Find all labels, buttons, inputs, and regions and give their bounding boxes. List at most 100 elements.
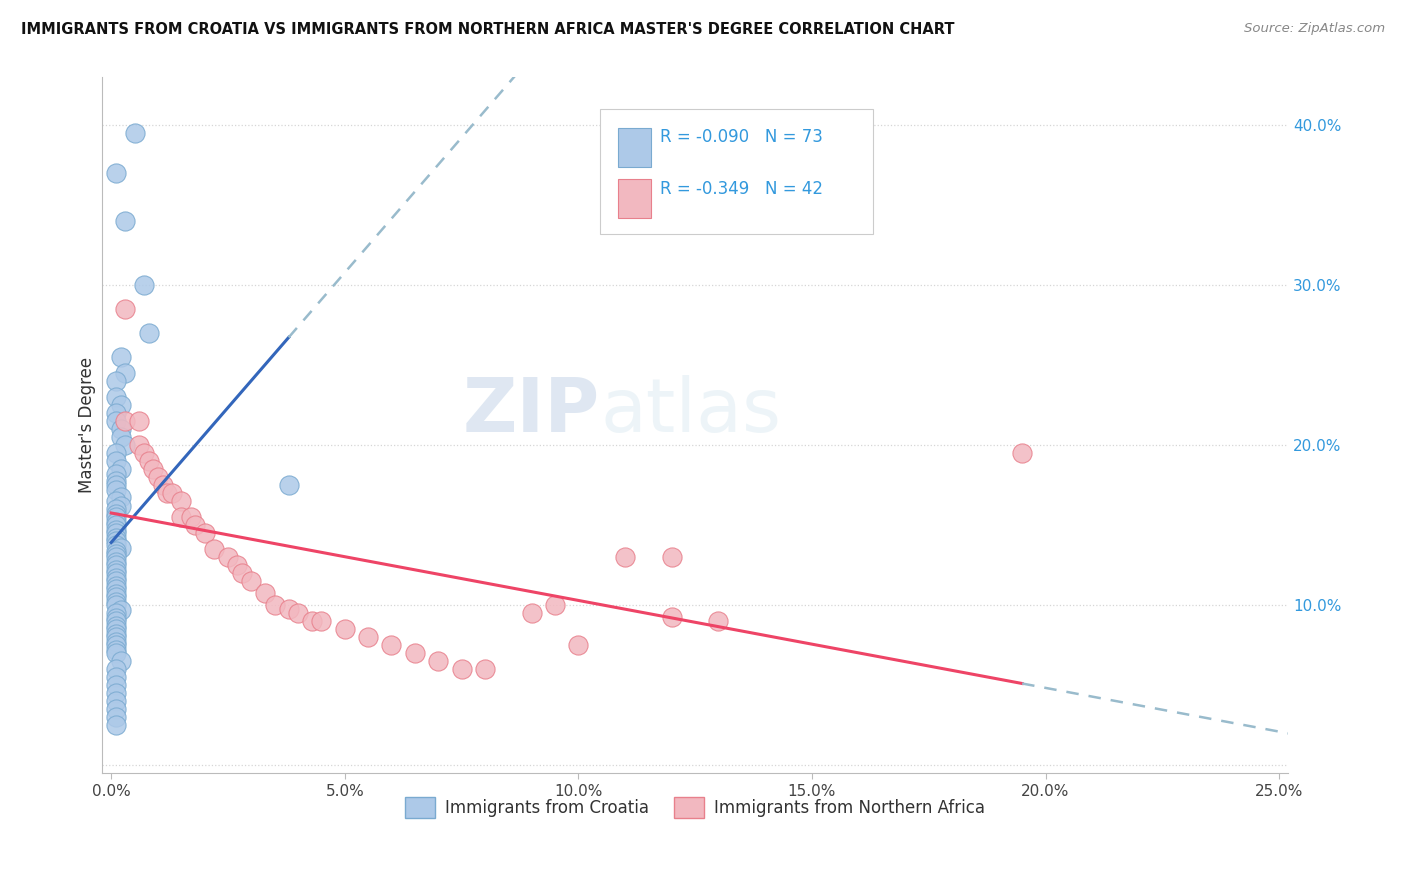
Point: [104, 467, 127, 482]
Point: [114, 367, 136, 381]
Point: [194, 526, 217, 541]
Point: [110, 351, 132, 365]
Point: [104, 563, 127, 577]
Point: [138, 326, 160, 341]
Point: [104, 518, 127, 533]
FancyBboxPatch shape: [619, 179, 651, 218]
Point: [263, 599, 285, 613]
Point: [142, 462, 165, 476]
Point: [180, 510, 202, 524]
Point: [114, 414, 136, 428]
Point: [707, 615, 730, 629]
Point: [132, 278, 155, 293]
Point: [661, 609, 683, 624]
Point: [110, 603, 132, 617]
Point: [226, 558, 249, 573]
Point: [380, 639, 402, 653]
Point: [128, 438, 150, 452]
Point: [104, 643, 127, 657]
Point: [114, 438, 136, 452]
Point: [104, 631, 127, 645]
Text: ZIP: ZIP: [463, 375, 600, 448]
Point: [614, 550, 637, 565]
Point: [427, 655, 450, 669]
Point: [277, 601, 299, 615]
Point: [104, 414, 127, 428]
Point: [254, 585, 277, 599]
Point: [104, 678, 127, 692]
Point: [104, 710, 127, 724]
Point: [104, 702, 127, 716]
Point: [110, 430, 132, 444]
Point: [104, 686, 127, 700]
Point: [104, 375, 127, 389]
Point: [104, 166, 127, 180]
Point: [474, 662, 496, 676]
Point: [124, 127, 146, 141]
Point: [104, 639, 127, 653]
Text: R = -0.090   N = 73: R = -0.090 N = 73: [659, 128, 823, 145]
Point: [357, 631, 380, 645]
Text: R = -0.349   N = 42: R = -0.349 N = 42: [659, 180, 823, 198]
Point: [104, 454, 127, 468]
Point: [277, 478, 299, 492]
Legend: Immigrants from Croatia, Immigrants from Northern Africa: Immigrants from Croatia, Immigrants from…: [398, 790, 991, 824]
Point: [104, 582, 127, 597]
Point: [110, 655, 132, 669]
Point: [231, 566, 253, 581]
Point: [104, 615, 127, 629]
Point: [520, 607, 543, 621]
Text: atlas: atlas: [600, 375, 782, 448]
Point: [104, 571, 127, 585]
Point: [661, 550, 683, 565]
Point: [170, 510, 193, 524]
Point: [311, 615, 333, 629]
Point: [104, 555, 127, 569]
Point: [146, 470, 169, 484]
Point: [1011, 446, 1033, 460]
Point: [104, 595, 127, 609]
Point: [567, 639, 589, 653]
FancyBboxPatch shape: [600, 109, 873, 234]
Point: [104, 510, 127, 524]
Point: [104, 623, 127, 637]
Point: [104, 502, 127, 516]
Point: [104, 591, 127, 605]
Point: [104, 406, 127, 420]
Point: [104, 547, 127, 561]
Point: [104, 718, 127, 732]
Point: [104, 538, 127, 552]
Point: [184, 518, 207, 533]
Point: [170, 494, 193, 508]
Point: [104, 474, 127, 488]
Point: [110, 422, 132, 436]
Point: [104, 670, 127, 684]
Point: [104, 531, 127, 545]
Point: [104, 574, 127, 589]
Point: [104, 515, 127, 529]
Point: [333, 623, 356, 637]
Point: [104, 579, 127, 593]
FancyBboxPatch shape: [619, 128, 651, 167]
Point: [104, 635, 127, 649]
Point: [128, 414, 150, 428]
Point: [104, 627, 127, 641]
Y-axis label: Master's Degree: Master's Degree: [79, 358, 96, 493]
Point: [104, 483, 127, 498]
Point: [114, 302, 136, 317]
Point: [104, 619, 127, 633]
Point: [110, 541, 132, 555]
Point: [104, 611, 127, 625]
Point: [104, 587, 127, 601]
Point: [104, 523, 127, 537]
Point: [156, 486, 179, 500]
Point: [217, 550, 239, 565]
Point: [110, 462, 132, 476]
Point: [104, 534, 127, 549]
Point: [104, 662, 127, 676]
Point: [104, 478, 127, 492]
Point: [240, 574, 263, 589]
Point: [114, 214, 136, 228]
Point: [132, 446, 155, 460]
Point: [287, 607, 309, 621]
